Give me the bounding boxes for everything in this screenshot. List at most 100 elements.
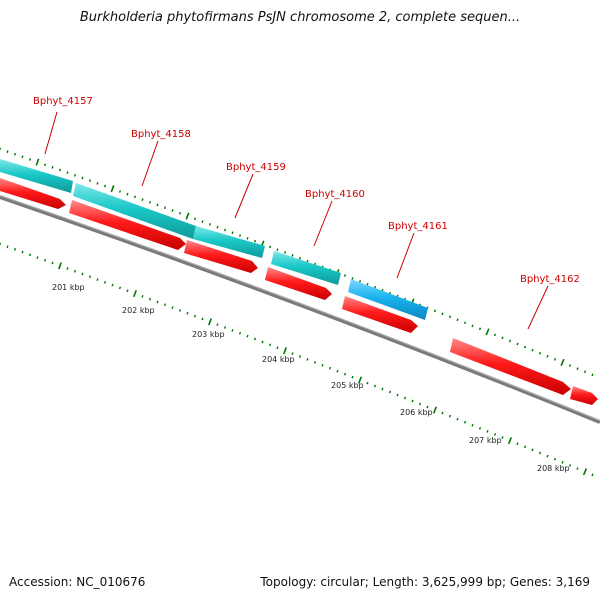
minor-tick [486,430,489,433]
genome-info-text: Topology: circular; Length: 3,625,999 bp… [260,575,590,589]
gene-label[interactable]: Bphyt_4157 [33,96,93,107]
minor-tick [156,203,159,207]
minor-tick [441,411,444,415]
kbp-label: 204 kbp [262,355,295,364]
minor-tick [36,256,39,259]
minor-tick [96,181,99,185]
minor-tick [426,405,429,409]
gene-label[interactable]: Bphyt_4159 [226,162,286,173]
minor-tick [268,245,272,249]
kbp-label: 205 kbp [331,381,364,390]
cds-arrow[interactable] [265,267,332,300]
kbp-label: 208 kbp [537,464,570,473]
gene-leaders [44,111,549,330]
minor-tick [501,336,504,340]
minor-tick [553,457,557,461]
orf-block[interactable] [271,251,341,285]
minor-tick [73,269,77,273]
minor-tick [43,163,47,167]
minor-tick [186,311,189,315]
cds-arrow[interactable] [450,338,571,395]
major-tick [208,318,212,326]
minor-tick [141,294,144,298]
minor-tick [21,155,24,159]
orf-block[interactable] [193,226,265,258]
gene-label[interactable]: Bphyt_4162 [520,274,580,285]
minor-tick [538,351,542,355]
minor-tick [238,331,242,335]
minor-tick [523,345,527,349]
map-title: Burkholderia phytofirmans PsJN chromosom… [79,10,521,25]
minor-tick [583,370,587,374]
minor-tick [178,309,182,312]
minor-tick [246,334,249,338]
minor-tick [163,303,167,307]
minor-tick [463,321,467,325]
minor-tick [21,250,24,254]
minor-tick [171,306,174,309]
minor-tick [298,256,302,260]
minor-tick [28,158,32,161]
minor-tick [366,381,369,385]
cds-arrow[interactable] [0,178,66,209]
minor-tick [223,326,227,329]
cds-arrow[interactable] [570,386,598,405]
minor-tick [553,357,557,361]
minor-tick [193,314,197,318]
minor-tick [471,423,474,427]
major-tick [432,406,438,414]
gene-label[interactable]: Bphyt_4158 [131,129,191,140]
minor-tick [531,448,534,452]
orf-block[interactable] [73,183,196,239]
minor-tick [28,253,32,257]
minor-tick [546,454,549,458]
minor-tick [501,436,504,439]
minor-tick [568,464,572,467]
minor-tick [6,150,9,153]
minor-tick [508,339,512,343]
minor-tick [448,315,452,319]
minor-tick [441,312,444,316]
minor-tick [238,234,242,237]
minor-tick [313,360,317,364]
kbp-label: 202 kbp [122,306,155,315]
major-tick [357,376,363,384]
accession-text: Accession: NC_010676 [9,575,146,589]
minor-tick [66,267,69,270]
minor-tick [516,342,519,346]
minor-tick [298,355,302,358]
minor-tick [411,399,414,403]
minor-tick [478,426,482,430]
minor-tick [568,364,572,367]
minor-tick [336,369,339,373]
gene-label[interactable]: Bphyt_4160 [305,189,365,200]
cds-arrow[interactable] [342,296,418,333]
minor-tick [126,192,129,196]
minor-tick [66,171,69,175]
gene-label[interactable]: Bphyt_4161 [388,221,448,232]
minor-tick [103,280,107,284]
minor-tick [118,190,122,193]
minor-tick [276,346,279,350]
minor-tick [126,289,129,293]
cds-arrow[interactable] [184,240,258,273]
inner-tick-ring [0,242,594,477]
minor-tick [538,451,542,455]
minor-tick [148,297,152,301]
minor-tick [148,200,152,204]
orf-block[interactable] [348,279,428,320]
minor-tick [351,277,354,280]
cds-arrow[interactable] [69,200,186,250]
minor-tick [193,217,197,221]
minor-tick [576,367,579,371]
minor-tick [268,343,272,347]
orf-block[interactable] [0,159,73,193]
minor-tick [43,258,47,262]
minor-tick [493,433,497,436]
major-tick [133,289,137,298]
kbp-labels: 201 kbp 202 kbp 203 kbp 204 kbp 205 kbp … [52,283,570,473]
minor-tick [463,420,467,424]
minor-tick [51,165,54,169]
minor-tick [516,442,519,446]
